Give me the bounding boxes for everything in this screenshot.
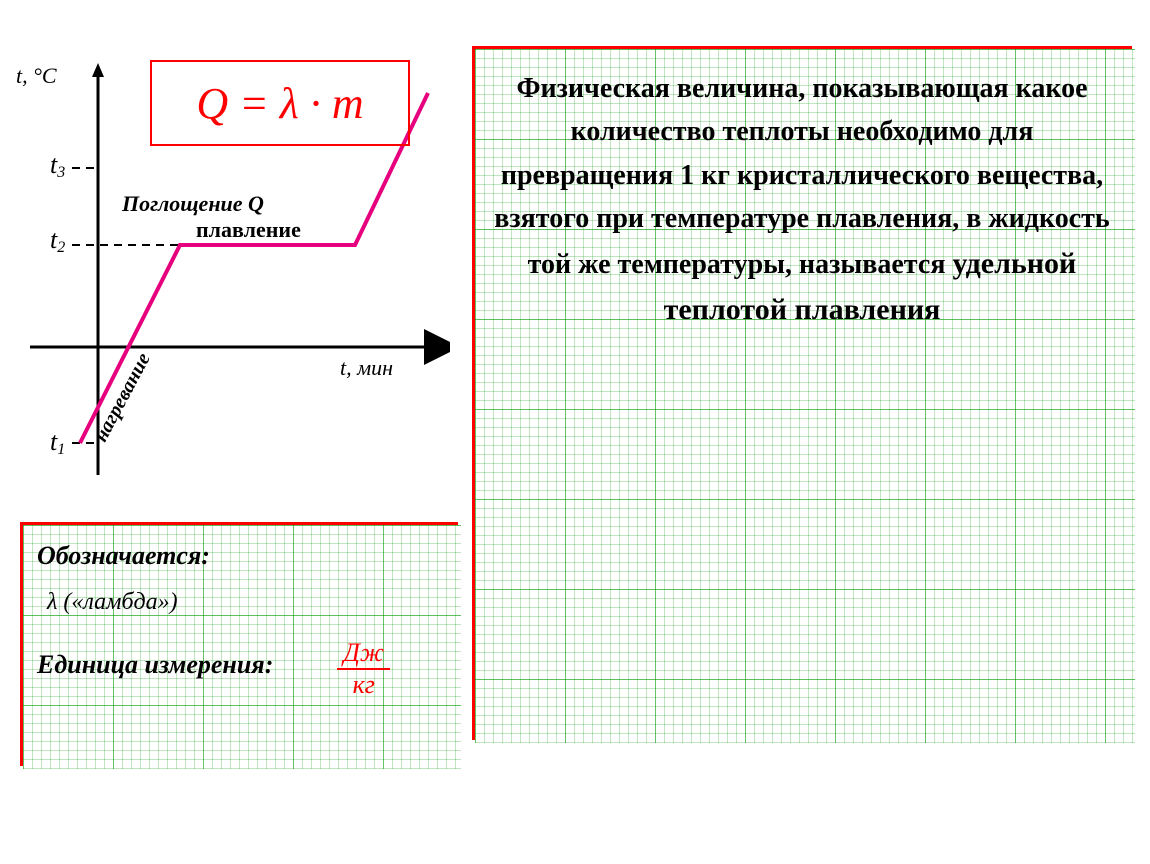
melting-label: плавление — [196, 217, 301, 243]
tick-t3: t3 — [50, 150, 65, 182]
absorption-label: Поглощение Q — [122, 191, 264, 217]
unit-denominator: кг — [337, 670, 390, 700]
lambda-text: λ («ламбда») — [47, 589, 441, 616]
x-axis-label: t, мин — [340, 355, 393, 381]
formula-text: Q = λ · m — [196, 78, 363, 129]
unit-label: Единица измерения: — [37, 650, 273, 680]
unit-numerator: Дж — [337, 638, 390, 670]
formula-box: Q = λ · m — [150, 60, 410, 146]
y-axis-arrow — [92, 63, 104, 77]
notation-box: Обозначается: λ («ламбда») Единица измер… — [20, 522, 458, 766]
definition-text: Физическая величина, показывающая какое … — [489, 59, 1115, 342]
tick-t2: t2 — [50, 225, 65, 257]
tick-t1: t1 — [50, 427, 65, 459]
page-root: t, °C t3 t2 t1 t, мин Поглощение Q плавл… — [0, 0, 1150, 864]
notation-label: Обозначается: — [37, 541, 441, 571]
y-axis-label: t, °C — [16, 63, 57, 89]
definition-box: Физическая величина, показывающая какое … — [472, 46, 1132, 740]
unit-fraction: Дж кг — [337, 638, 390, 700]
